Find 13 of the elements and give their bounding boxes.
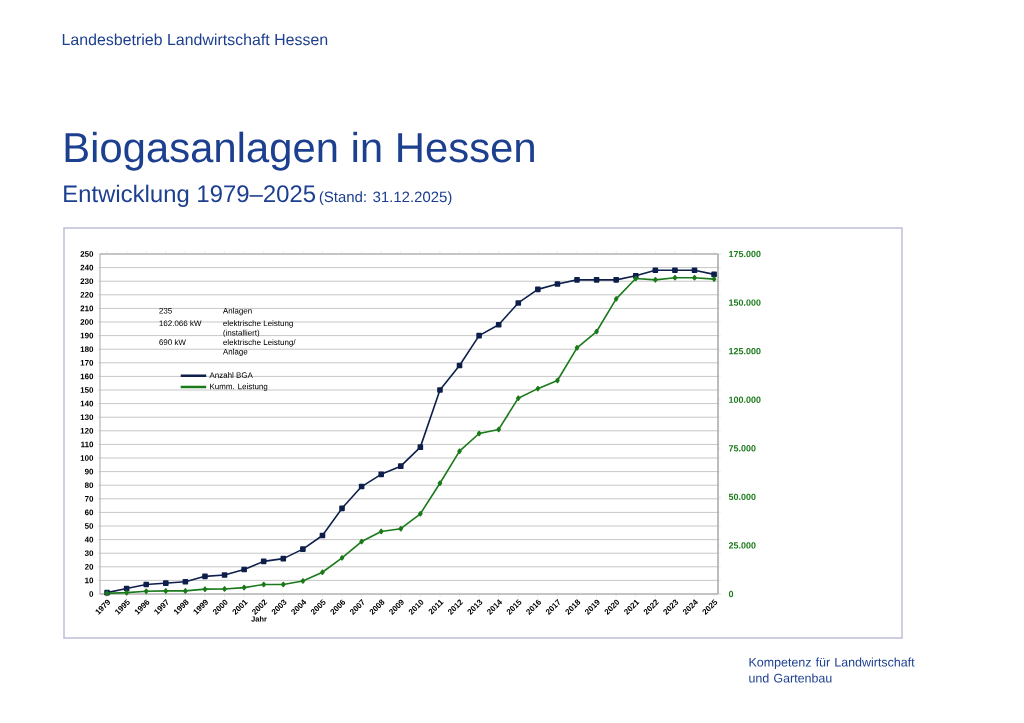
y2-tick-label: 25.000	[728, 542, 756, 549]
text: (Stand: 31.12.2025)	[319, 191, 452, 206]
y2-tick-label: 175.000	[729, 250, 761, 258]
text: Kompetenz für Landwirtschaft und Gartenbau	[749, 657, 915, 683]
chart-subtitle: Entwicklung 1979–2025	[64, 184, 316, 207]
y2-tick-label: 75.000	[728, 445, 756, 452]
y2-tick-label: 150.000	[729, 299, 761, 306]
y2-tick-label: 125.000	[729, 347, 761, 355]
y2-tick-label: 0	[728, 590, 734, 598]
y2-tick-label: 50.000	[728, 493, 756, 501]
text: Landesbetrieb Landwirtschaft Hessen	[62, 33, 328, 46]
chart-title: Biogasanlagen in Hessen	[65, 131, 534, 171]
y2-tick-label: 100.000	[729, 396, 761, 403]
